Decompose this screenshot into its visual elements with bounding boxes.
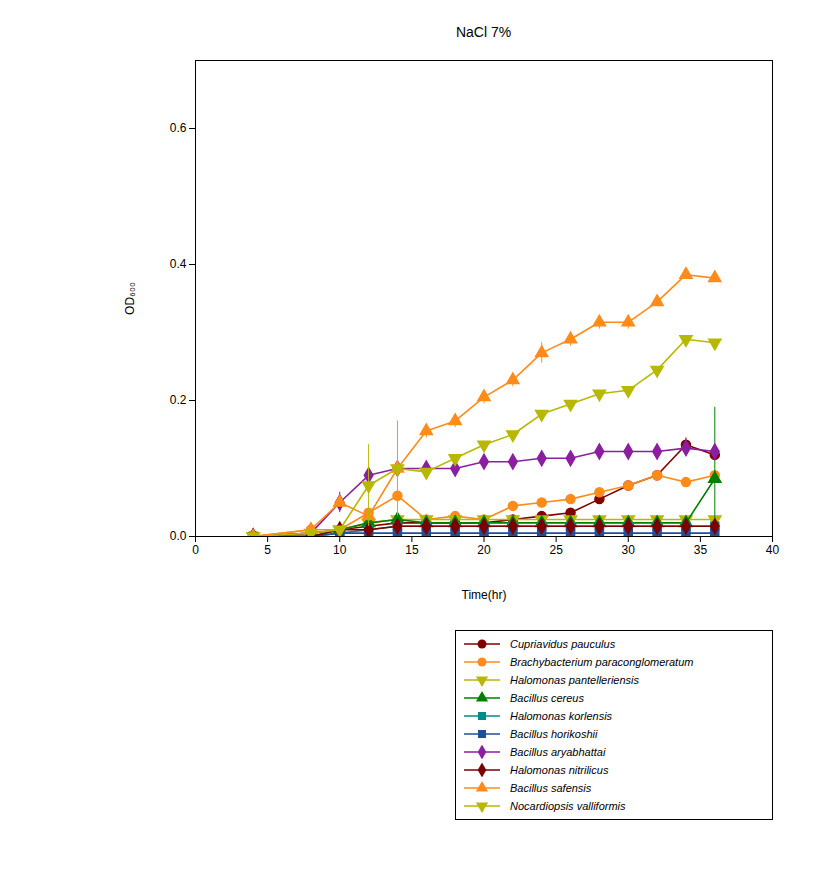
svg-text:0: 0 [192, 543, 199, 557]
svg-text:35: 35 [694, 543, 708, 557]
html-text:Bacillus aryabhattai: Bacillus aryabhattai [510, 746, 606, 758]
html-text:Halomonas nitrilicus: Halomonas nitrilicus [510, 764, 609, 776]
svg-text:40: 40 [766, 543, 780, 557]
html-text:Nocardiopsis valliformis: Nocardiopsis valliformis [510, 800, 626, 812]
svg-text:Time(hr): Time(hr) [462, 588, 507, 602]
svg-text:5: 5 [264, 543, 271, 557]
html-text:Brachybacterium paraconglomera: Brachybacterium paraconglomeratum [510, 656, 694, 668]
html-text:Halomonas pantelleriensis: Halomonas pantelleriensis [510, 674, 639, 686]
svg-text:0.2: 0.2 [170, 393, 187, 407]
svg-text:0.0: 0.0 [170, 529, 187, 543]
svg-text:30: 30 [622, 543, 636, 557]
svg-text:20: 20 [477, 543, 491, 557]
svg-text:OD₆₀₀: OD₆₀₀ [123, 282, 137, 315]
html-text:Halomonas korlensis: Halomonas korlensis [510, 710, 613, 722]
svg-text:0.6: 0.6 [170, 121, 187, 135]
html-text:Bacillus cereus: Bacillus cereus [510, 692, 584, 704]
svg-text:15: 15 [405, 543, 419, 557]
html-text:Cupriavidus pauculus: Cupriavidus pauculus [510, 638, 616, 650]
svg-text:25: 25 [549, 543, 563, 557]
html-text:Bacillus horikoshii: Bacillus horikoshii [510, 728, 598, 740]
html-text:NaCl 7%: NaCl 7% [455, 24, 512, 40]
html-text:Bacillus safensis: Bacillus safensis [510, 782, 592, 794]
svg-text:10: 10 [333, 543, 347, 557]
svg-text:0.4: 0.4 [170, 257, 187, 271]
